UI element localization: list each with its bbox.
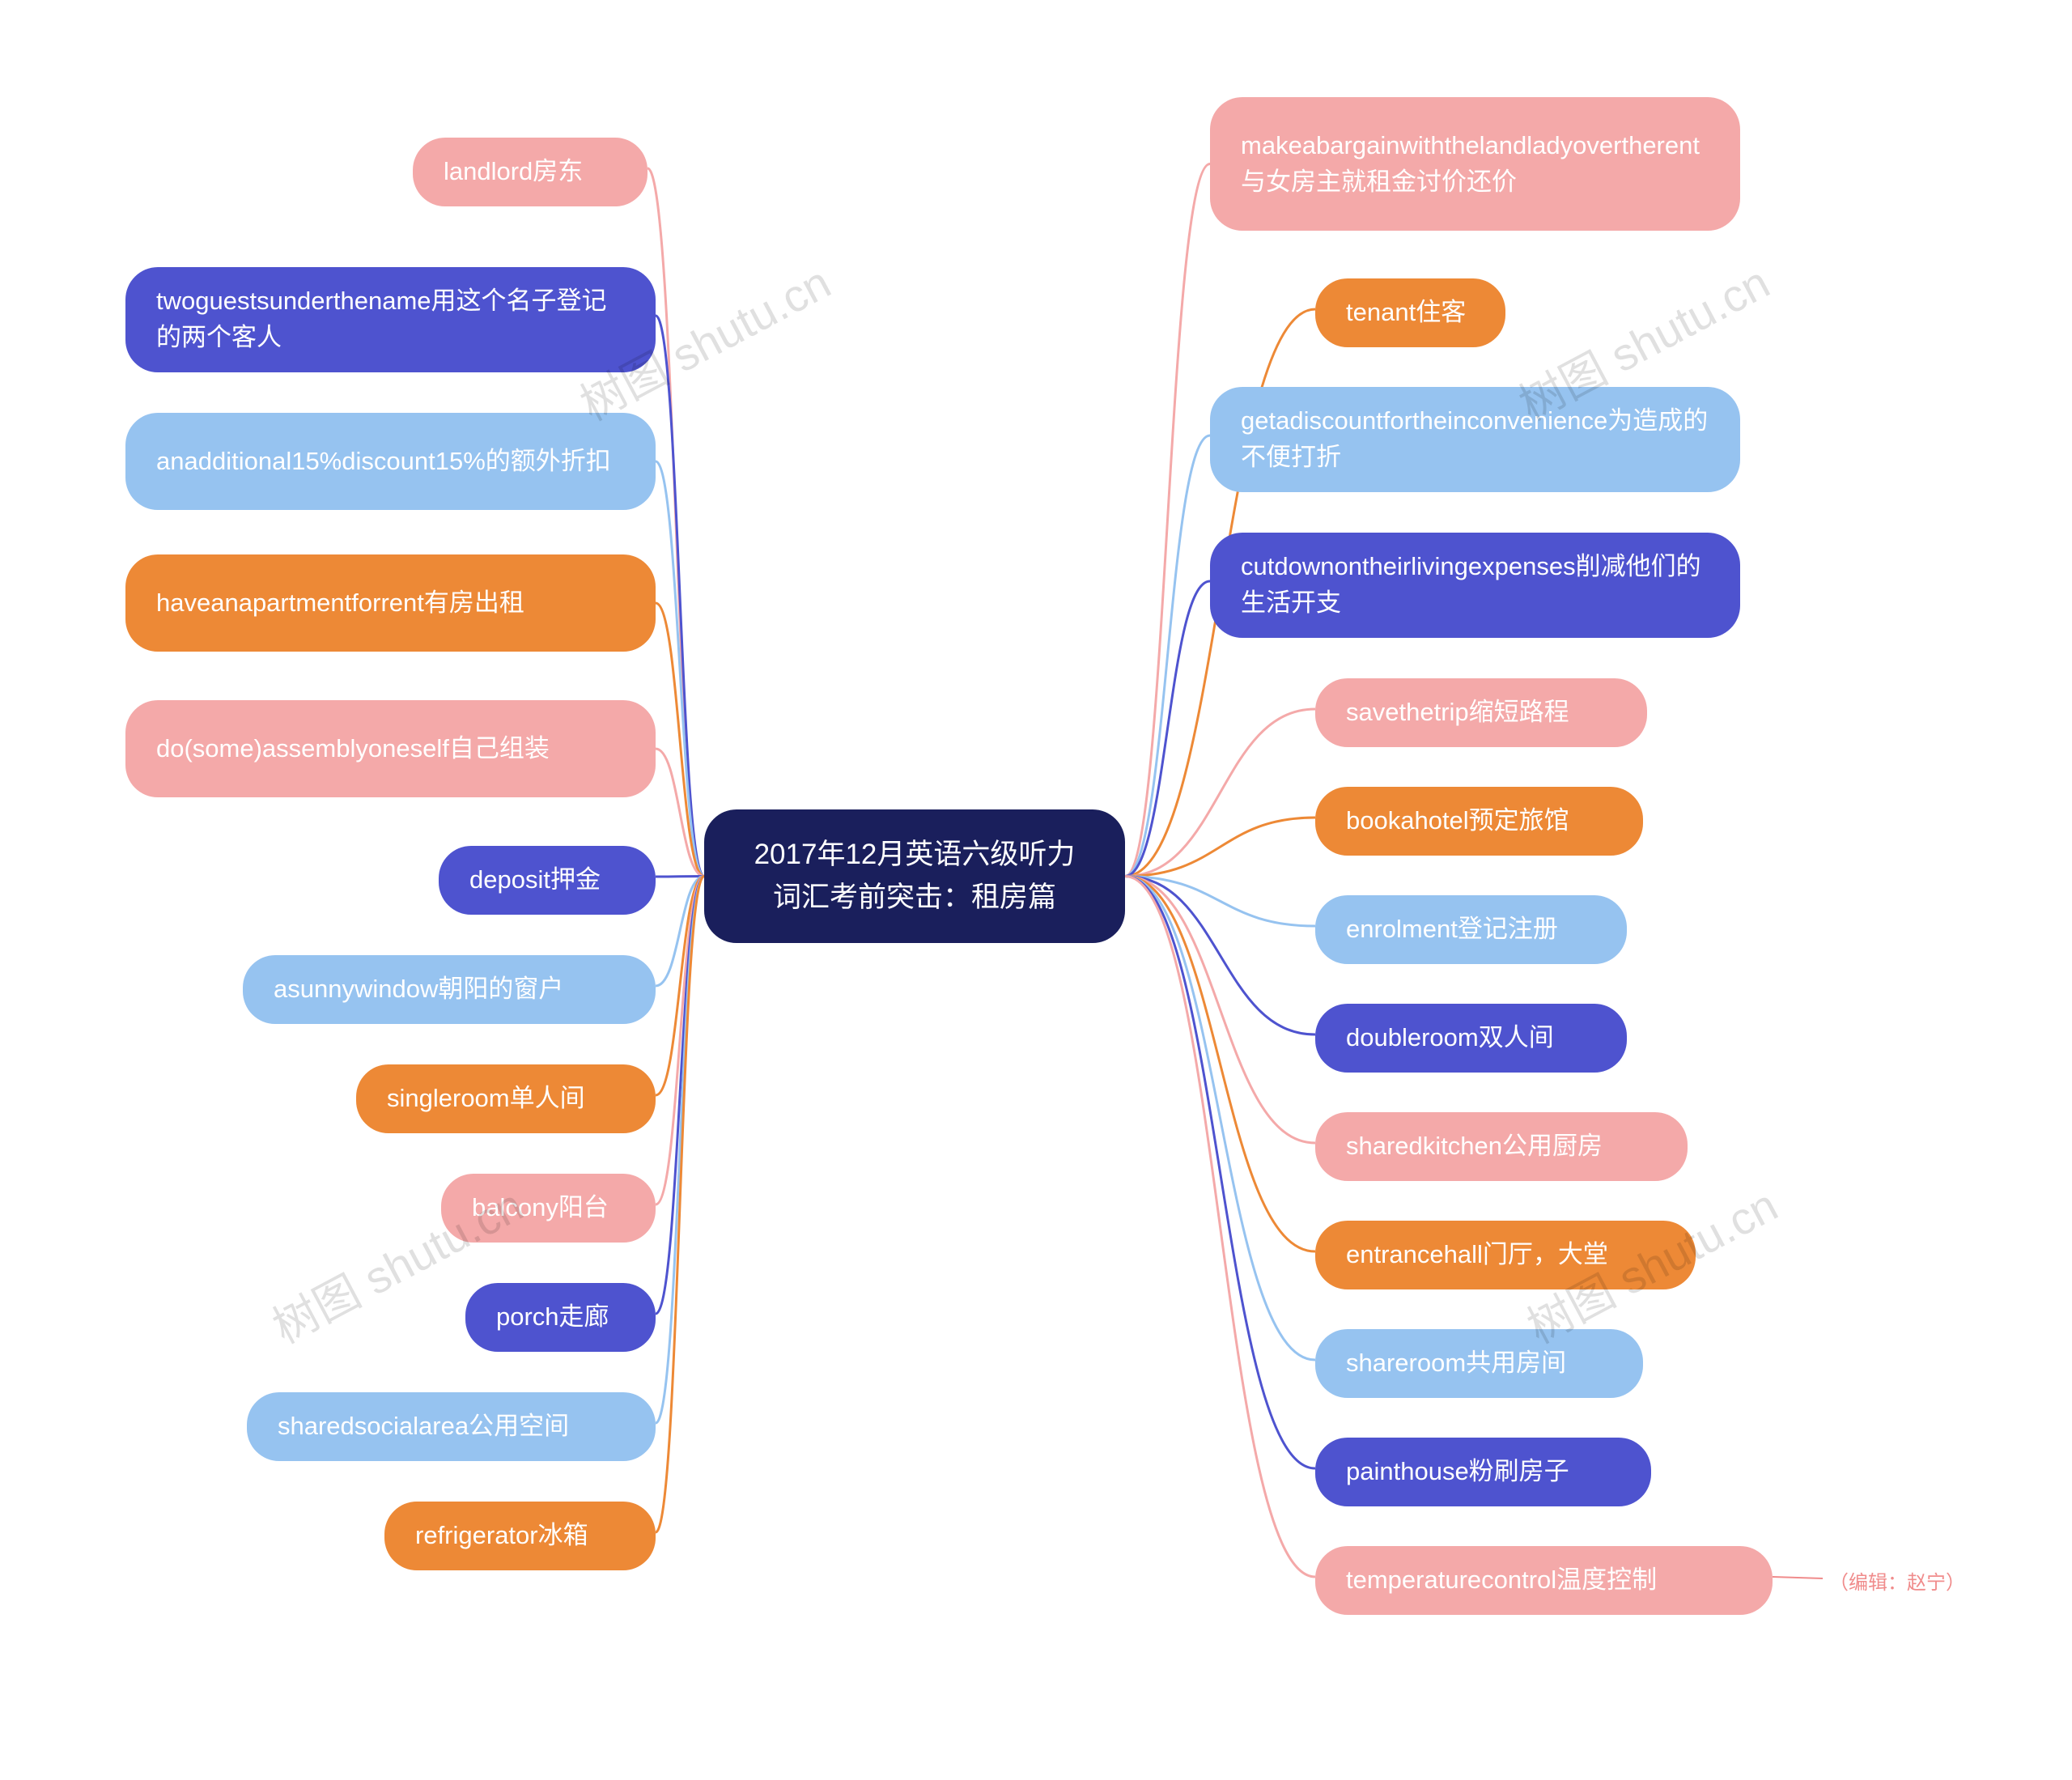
edge [656,877,704,1096]
branch-node: cutdownontheirlivingexpenses削减他们的生活开支 [1210,533,1740,638]
branch-node: haveanapartmentforrent有房出租 [125,554,656,652]
branch-node-text: do(some)assemblyoneself自己组装 [156,731,550,767]
branch-node-text: twoguestsunderthename用这个名子登记的两个客人 [156,283,625,356]
branch-node-text: haveanapartmentforrent有房出租 [156,585,524,622]
branch-node: doubleroom双人间 [1315,1004,1627,1073]
branch-node: painthouse粉刷房子 [1315,1438,1651,1506]
branch-node-text: shareroom共用房间 [1346,1345,1566,1382]
edge [656,461,704,877]
branch-node-text: temperaturecontrol温度控制 [1346,1562,1657,1599]
branch-node: balcony阳台 [441,1174,656,1243]
branch-node: bookahotel预定旅馆 [1315,787,1643,856]
edge [656,877,704,1533]
edge [656,749,704,877]
edge [656,316,704,877]
branch-node: sharedsocialarea公用空间 [247,1392,656,1461]
branch-node: shareroom共用房间 [1315,1329,1643,1398]
branch-node: enrolment登记注册 [1315,895,1627,964]
edge [1125,581,1210,877]
branch-node-text: makeabargainwiththelandladyovertherent与女… [1241,128,1709,201]
center-topic-text: 2017年12月英语六级听力词汇考前突击：租房篇 [754,834,1076,919]
branch-node: anadditional15%discount15%的额外折扣 [125,413,656,510]
branch-node-text: refrigerator冰箱 [415,1518,588,1554]
edge [1125,877,1315,927]
center-topic: 2017年12月英语六级听力词汇考前突击：租房篇 [704,809,1125,943]
branch-node-text: sharedkitchen公用厨房 [1346,1128,1603,1165]
editor-note: （编辑：赵宁） [1829,1566,1965,1595]
edge [656,877,704,1424]
edge [1125,877,1315,1578]
branch-node-text: bookahotel预定旅馆 [1346,803,1569,839]
branch-node: temperaturecontrol温度控制 [1315,1546,1773,1615]
branch-node-text: savethetrip缩短路程 [1346,695,1569,731]
branch-node-text: entrancehall门厅，大堂 [1346,1237,1608,1273]
branch-node-text: enrolment登记注册 [1346,911,1558,948]
branch-node-text: anadditional15%discount15%的额外折扣 [156,444,611,480]
branch-node: makeabargainwiththelandladyovertherent与女… [1210,97,1740,231]
branch-node-text: sharedsocialarea公用空间 [278,1408,569,1445]
edge [1125,877,1315,1361]
edge [1125,877,1315,1252]
branch-node-text: doubleroom双人间 [1346,1020,1554,1056]
edge [1125,877,1315,1144]
branch-node-text: tenant住客 [1346,295,1466,331]
branch-node-text: landlord房东 [444,154,583,190]
branch-node-text: painthouse粉刷房子 [1346,1454,1569,1490]
branch-node: twoguestsunderthename用这个名子登记的两个客人 [125,267,656,372]
edge [1125,709,1315,877]
branch-node-text: asunnywindow朝阳的窗户 [274,971,563,1008]
branch-node: savethetrip缩短路程 [1315,678,1647,747]
branch-node-text: balcony阳台 [472,1190,609,1226]
edge [656,603,704,877]
branch-node: tenant住客 [1315,278,1505,347]
branch-node-text: cutdownontheirlivingexpenses削减他们的生活开支 [1241,549,1709,622]
edge [1125,435,1210,877]
branch-node: porch走廊 [465,1283,656,1352]
edge [656,877,704,987]
edge [1125,877,1315,1469]
branch-node-text: deposit押金 [469,862,601,898]
edge [1125,877,1315,1035]
edge [656,877,704,1315]
branch-node: getadiscountfortheinconvenience为造成的不便打折 [1210,387,1740,492]
branch-node: deposit押金 [439,846,656,915]
editor-note-text: （编辑：赵宁） [1829,1572,1965,1594]
edge [648,168,704,877]
editor-note-connector [1773,1577,1823,1578]
edge [656,877,704,1205]
branch-node: sharedkitchen公用厨房 [1315,1112,1688,1181]
branch-node: singleroom单人间 [356,1064,656,1133]
branch-node: asunnywindow朝阳的窗户 [243,955,656,1024]
branch-node-text: singleroom单人间 [387,1081,585,1117]
branch-node: refrigerator冰箱 [384,1502,656,1570]
edge [1125,818,1315,877]
branch-node: entrancehall门厅，大堂 [1315,1221,1696,1289]
branch-node: do(some)assemblyoneself自己组装 [125,700,656,797]
branch-node: landlord房东 [413,138,648,206]
branch-node-text: porch走廊 [496,1299,609,1336]
edge [1125,164,1210,877]
branch-node-text: getadiscountfortheinconvenience为造成的不便打折 [1241,403,1709,476]
mindmap-canvas: 2017年12月英语六级听力词汇考前突击：租房篇 landlord房东 twogu… [0,0,2072,1780]
